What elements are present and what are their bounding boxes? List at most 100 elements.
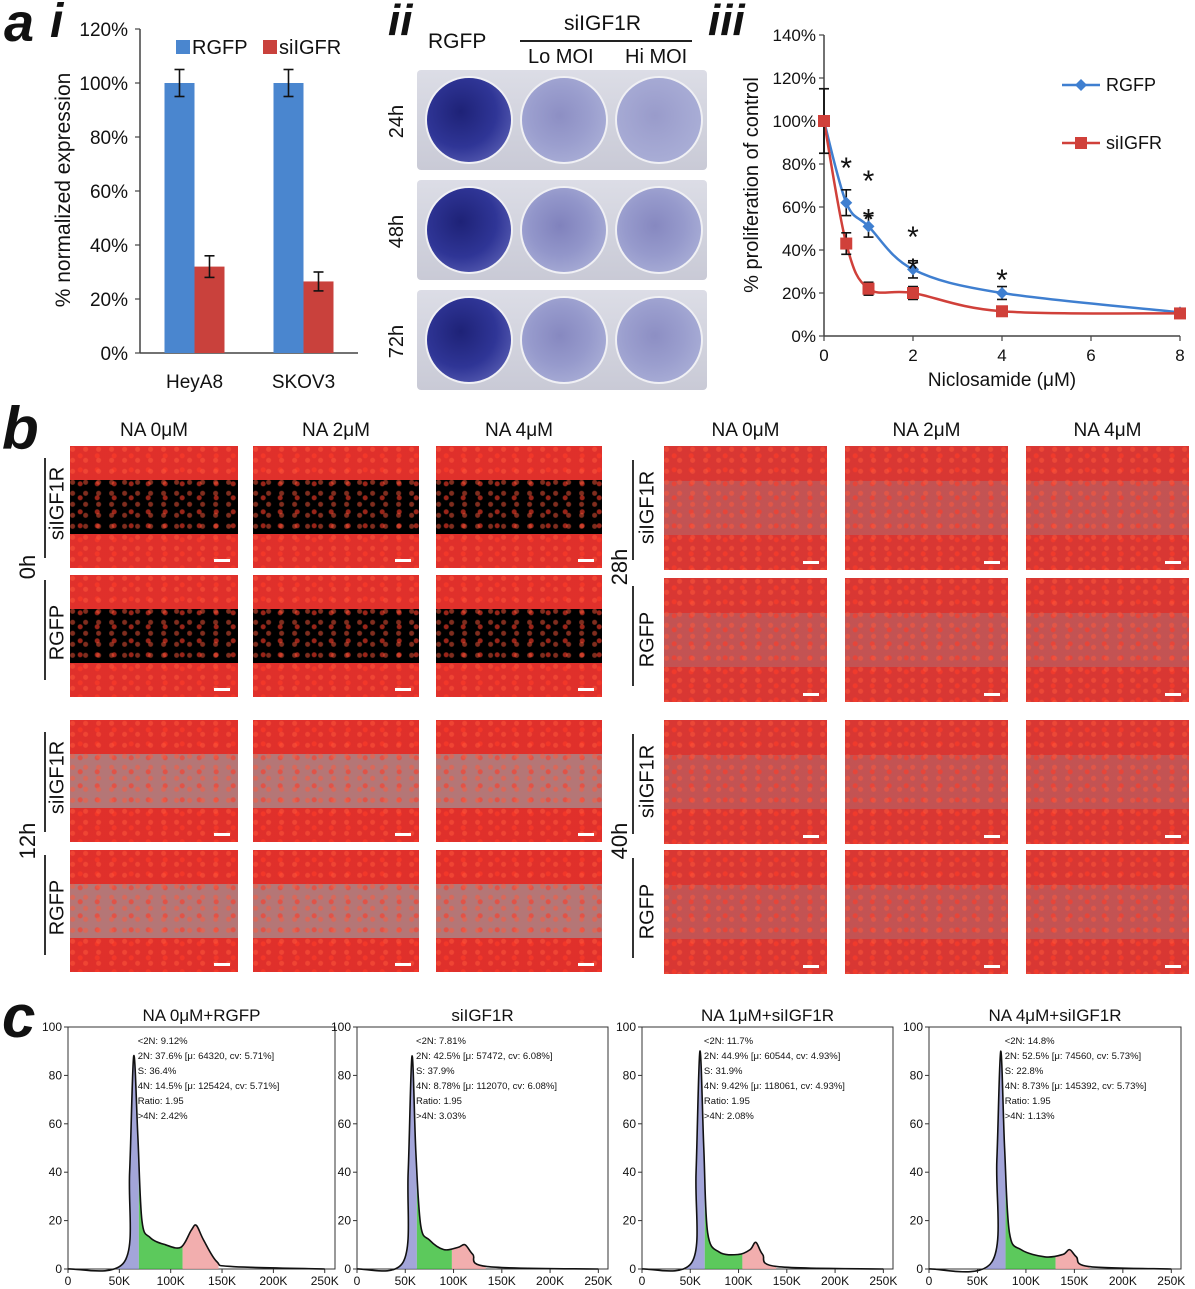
cell-cycle-stat: <2N: 14.8% xyxy=(1005,1036,1055,1047)
x-tick-label: 50K xyxy=(395,1274,416,1288)
cell-cycle-stat: S: 36.4% xyxy=(138,1066,177,1077)
x-tick-label: 250K xyxy=(311,1274,339,1288)
x-tick-label: 2 xyxy=(908,346,917,365)
y-axis-title: % proliferation of control xyxy=(741,77,763,293)
histogram-title: siIGF1R xyxy=(451,1006,513,1025)
histogram-curve xyxy=(641,1050,884,1272)
microscopy-tile xyxy=(253,446,419,568)
scale-bar xyxy=(395,688,411,691)
series-line-siigfr xyxy=(822,120,1181,315)
scale-bar xyxy=(395,833,411,836)
legend-label-siigfr: siIGFR xyxy=(279,37,341,59)
histogram-curve xyxy=(67,1055,325,1272)
y-tick-label: 80 xyxy=(910,1068,924,1082)
scale-bar xyxy=(984,965,1000,968)
microscopy-tile xyxy=(70,575,238,697)
x-tick-label: 0 xyxy=(354,1274,361,1288)
flow-cytometry-histograms: NA 0μM+RGFP 0 20 40 60 80 100 0 50K 100K 150K 200K 2… xyxy=(42,1006,1185,1288)
microscopy-tile xyxy=(436,850,602,972)
y-tick-label: 20 xyxy=(49,1214,63,1228)
plate-time-label: 48h xyxy=(386,214,409,249)
y-tick-label: 40% xyxy=(782,241,816,260)
microscopy-tile xyxy=(70,720,238,842)
y-tick-label: 80 xyxy=(49,1068,63,1082)
bar-siigfr-skov3 xyxy=(303,281,334,353)
scale-bar xyxy=(984,561,1000,564)
x-tick-label: 150K xyxy=(208,1274,236,1288)
plate-well xyxy=(520,296,608,384)
microscopy-tile xyxy=(664,720,827,844)
time-label-0h: 0h xyxy=(15,554,40,580)
group-divider xyxy=(632,734,634,834)
cell-cycle-stat: 2N: 44.9% [μ: 60544, cv: 4.93%] xyxy=(704,1051,840,1062)
legend-label-rgfp: RGFP xyxy=(1106,75,1156,95)
microscopy-tile xyxy=(436,446,602,568)
cell-cycle-stat: S: 31.9% xyxy=(704,1066,743,1077)
scale-bar xyxy=(578,559,594,562)
plate-time-label: 24h xyxy=(386,104,409,139)
cell-cycle-stat: <2N: 7.81% xyxy=(416,1036,466,1047)
y-tick-label: 80% xyxy=(90,128,128,149)
group-divider xyxy=(44,458,46,558)
group-divider xyxy=(44,855,46,955)
scale-bar xyxy=(803,965,819,968)
bar-rgfp-heya8 xyxy=(164,83,195,353)
x-tick-label: 8 xyxy=(1175,346,1184,365)
marker-rgfp xyxy=(907,263,919,276)
time-label-40h: 40h xyxy=(607,822,632,860)
marker-siigfr xyxy=(818,115,830,127)
legend-label-siigfr: siIGFR xyxy=(1106,133,1162,153)
scale-bar xyxy=(395,559,411,562)
microscopy-tile xyxy=(664,578,827,702)
y-tick-label: 80% xyxy=(782,155,816,174)
line-chart-proliferation: 0% 20% 40% 60% 80% 100% 120% 140% 0 2 4 6 8 Niclosami… xyxy=(741,26,1186,391)
cell-cycle-stat: <2N: 9.12% xyxy=(138,1036,188,1047)
column-header-5: NA 4μM xyxy=(1073,420,1142,441)
row-label-rgfp: RGFP xyxy=(46,879,69,936)
histogram-frame xyxy=(67,1026,336,1270)
x-tick-label: 200K xyxy=(536,1274,564,1288)
x-tick-label: 50K xyxy=(967,1274,988,1288)
x-tick-label: 250K xyxy=(869,1274,897,1288)
y-tick-label: 0 xyxy=(344,1262,351,1276)
y-tick-label: 40 xyxy=(338,1165,352,1179)
cell-cycle-stat: <2N: 11.7% xyxy=(704,1036,754,1047)
y-tick-label: 0% xyxy=(791,327,816,346)
y-tick-label: 60 xyxy=(49,1117,63,1131)
group-divider xyxy=(632,586,634,686)
x-tick-label: 150K xyxy=(488,1274,516,1288)
cell-cycle-stat: 4N: 8.78% [μ: 112070, cv: 6.08%] xyxy=(416,1081,557,1092)
group-divider xyxy=(632,858,634,958)
siigf1r-header: siIGF1R xyxy=(564,12,642,35)
microscopy-tile xyxy=(253,850,419,972)
scale-bar xyxy=(1165,965,1181,968)
panel-b-label: b xyxy=(2,395,39,462)
marker-siigfr xyxy=(862,282,875,295)
group-divider xyxy=(632,460,634,560)
y-tick-label: 0 xyxy=(916,1262,923,1276)
y-tick-label: 0 xyxy=(55,1262,62,1276)
cell-cycle-stat: 4N: 9.42% [μ: 118061, cv: 4.93%] xyxy=(704,1081,845,1092)
y-tick-label: 0% xyxy=(101,344,129,365)
scale-bar xyxy=(803,693,819,696)
microscopy-tile xyxy=(70,850,238,972)
siigf1r-bracket xyxy=(520,40,692,42)
microscopy-tile xyxy=(253,720,419,842)
marker-siigfr xyxy=(907,287,919,299)
bar-chart-expression: 0% 20% 40% 60% 80% 100% 120% % normalized expre… xyxy=(52,20,358,393)
x-tick-label: 6 xyxy=(1086,346,1095,365)
y-tick-label: 60% xyxy=(90,182,128,203)
significance-star: * xyxy=(840,152,852,185)
bar-rgfp-skov3 xyxy=(273,83,304,353)
column-header-4: NA 2μM xyxy=(892,420,961,441)
x-tick-label: 0 xyxy=(926,1274,933,1288)
row-label-rgfp: RGFP xyxy=(636,611,659,668)
microscopy-tile xyxy=(664,850,827,974)
microscopy-tile xyxy=(436,575,602,697)
x-tick-label: 150K xyxy=(1060,1274,1088,1288)
microscopy-tile xyxy=(1026,850,1189,974)
x-tick-label: 0 xyxy=(639,1274,646,1288)
histogram-frame xyxy=(356,1026,609,1270)
panel-a-iii-label: iii xyxy=(708,0,745,45)
row-label-siigf1r: siIGF1R xyxy=(46,466,69,541)
